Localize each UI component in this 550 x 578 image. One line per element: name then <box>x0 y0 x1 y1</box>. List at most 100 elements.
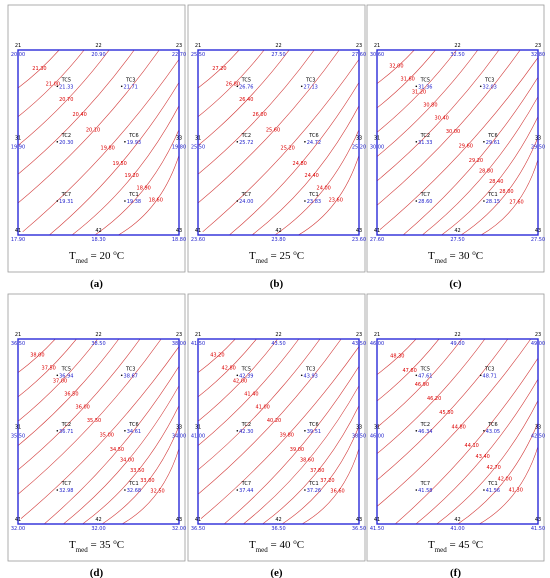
panel-label: (e) <box>270 567 283 578</box>
node-id: 31 <box>15 425 21 431</box>
sensor-name: TC2 <box>241 133 251 139</box>
panel-label: (a) <box>90 278 103 290</box>
node-id: 43 <box>356 228 362 234</box>
node-id: 33 <box>176 425 182 431</box>
contour-line <box>18 50 160 204</box>
sensor-value: 46.34 <box>418 429 432 435</box>
contour-line <box>394 357 538 524</box>
caption-t: T <box>428 539 435 551</box>
contour-line <box>228 81 359 235</box>
node-value: 20.00 <box>11 52 25 58</box>
node-value: 30.60 <box>370 52 384 58</box>
sensor-dot <box>415 489 418 491</box>
caption-sub: med <box>435 546 448 554</box>
caption: Tmed = 20 oC <box>69 249 124 265</box>
panel: 21.30 21.00 20.70 20.40 20.10 19.80 19.50 19.20… <box>7 4 186 290</box>
node-id: 23 <box>535 332 541 338</box>
node-value: 41.50 <box>370 526 384 532</box>
caption-eq: = 25 <box>268 250 293 262</box>
contour-line <box>377 50 457 133</box>
caption-sub: med <box>435 257 448 265</box>
boundary <box>17 49 180 236</box>
node-id: 43 <box>535 517 541 523</box>
caption-eq: = 20 <box>88 250 113 262</box>
node-id: 22 <box>275 43 281 49</box>
sensor-dot <box>304 141 306 143</box>
sensor-name: TC3 <box>305 77 315 83</box>
contour-label: 18.90 <box>137 185 151 191</box>
contour-label: 26.40 <box>239 97 253 103</box>
node-id: 42 <box>454 517 460 523</box>
contour-line <box>202 58 359 233</box>
node-id: 41 <box>195 517 201 523</box>
sensor-dot <box>56 374 59 377</box>
sensor-dot <box>415 374 418 377</box>
caption-t: T <box>249 539 256 551</box>
sensor-dot <box>56 85 59 88</box>
node-value: 35.50 <box>11 434 25 440</box>
contour-label: 35.50 <box>87 418 101 424</box>
contours: 21.30 21.00 20.70 20.40 20.10 19.80 19.50 19.20… <box>18 50 179 235</box>
node-id: 33 <box>535 425 541 431</box>
caption-deg: o <box>293 249 297 257</box>
contour-line <box>460 136 538 235</box>
contour-label: 48.30 <box>390 354 404 360</box>
caption-deg: o <box>472 538 476 546</box>
node-value: 41.50 <box>191 341 205 347</box>
contour-line <box>117 154 179 235</box>
contour-label: 32.50 <box>150 488 164 494</box>
node-value: 17.90 <box>11 237 25 243</box>
panel-label: (b) <box>270 278 284 290</box>
sensor-dot <box>56 141 59 143</box>
contour-line <box>377 50 415 84</box>
contour-line <box>198 50 340 204</box>
sensor-name: TC2 <box>420 133 430 139</box>
node-value: 23.60 <box>352 237 366 243</box>
caption: Tmed = 45 oC <box>428 538 483 554</box>
boundary <box>376 49 539 236</box>
caption-deg: o <box>472 249 476 257</box>
caption-sub: med <box>76 257 89 265</box>
contour-line <box>457 421 538 524</box>
contour-line <box>198 50 240 89</box>
node-id: 43 <box>176 517 182 523</box>
contour-line <box>379 56 538 230</box>
sensor-dot <box>236 374 239 377</box>
sensor-dot <box>120 85 123 88</box>
contour-label: 24.80 <box>293 161 307 167</box>
contour-line <box>480 158 538 235</box>
node-id: 23 <box>356 43 362 49</box>
node-value: 32.00 <box>11 526 25 532</box>
contour-label: 34.50 <box>110 447 124 453</box>
sensor-name: TC3 <box>305 366 315 372</box>
node-id: 21 <box>374 43 380 49</box>
sensor-value: 26.76 <box>239 84 253 90</box>
contour-line <box>198 50 315 175</box>
panel-border <box>187 4 366 273</box>
contour-label: 35.00 <box>100 432 114 438</box>
node-id: 42 <box>95 228 101 234</box>
node-value: 27.50 <box>450 237 464 243</box>
sensor-value: 36.94 <box>59 373 73 379</box>
node-value: 18.30 <box>91 237 105 243</box>
contours: 27.20 26.80 26.40 26.00 25.60 25.20 24.80 24.40… <box>198 50 359 235</box>
contours: 48.30 47.60 46.90 46.20 45.50 44.80 44.10 43.40… <box>377 339 538 524</box>
contour-line <box>377 50 479 157</box>
contour-label: 23.60 <box>329 198 343 204</box>
panel-border <box>366 293 545 562</box>
node-value: 43.50 <box>271 341 285 347</box>
contour-label: 46.90 <box>415 382 429 388</box>
contour-label: 43.40 <box>476 454 490 460</box>
contour-label: 28.80 <box>479 168 493 174</box>
caption-eq: = 45 <box>447 539 472 551</box>
contour-line <box>301 447 359 524</box>
panel: 38.00 37.50 37.00 36.50 36.00 35.50 35.00 34.50… <box>7 293 186 578</box>
contour-line <box>242 384 359 524</box>
sensor-dot <box>415 430 418 432</box>
sensor-dot <box>304 430 306 432</box>
caption: Tmed = 40 oC <box>249 538 304 554</box>
caption: Tmed = 30 oC <box>428 249 483 265</box>
sensor-value: 47.61 <box>418 373 432 379</box>
contour-label: 26.80 <box>226 81 240 87</box>
